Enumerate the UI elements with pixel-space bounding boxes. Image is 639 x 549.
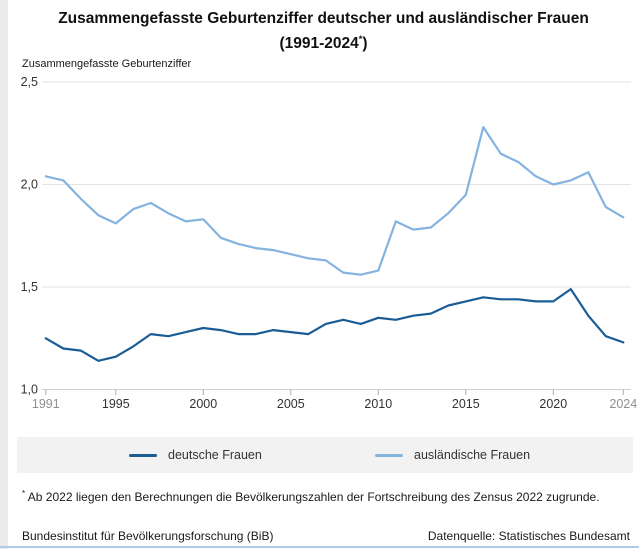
- legend-swatch-auslaendische-frauen: [375, 453, 403, 457]
- y-tick-label: 1,5: [21, 280, 38, 294]
- bottom-accent-line: [0, 546, 639, 548]
- footnote-text: Ab 2022 liegen den Berechnungen die Bevö…: [27, 490, 600, 504]
- x-tick-label: 2024: [609, 397, 637, 411]
- chart-title: Zusammengefasste Geburtenziffer deutsche…: [8, 8, 639, 54]
- chart-title-line1: Zusammengefasste Geburtenziffer deutsche…: [58, 10, 589, 27]
- legend-item-deutsche-frauen: deutsche Frauen: [129, 437, 262, 473]
- legend-item-auslaendische-frauen: ausländische Frauen: [375, 437, 530, 473]
- x-tick-label: 1991: [32, 397, 60, 411]
- legend: deutsche Frauen ausländische Frauen: [17, 437, 633, 473]
- y-tick-label: 2,5: [21, 75, 38, 89]
- legend-swatch-deutsche-frauen: [129, 453, 157, 457]
- footer: Bundesinstitut für Bevölkerungsforschung…: [22, 529, 630, 543]
- footnote-star: *: [22, 489, 26, 498]
- legend-label-deutsche-frauen: deutsche Frauen: [168, 448, 262, 462]
- footnote: * Ab 2022 liegen den Berechnungen die Be…: [22, 489, 600, 504]
- x-tick-label: 2015: [452, 397, 480, 411]
- series-line-ausländische-frauen: [44, 125, 625, 276]
- series-line-deutsche-frauen: [44, 288, 625, 362]
- chart-title-line2: (1991-2024*): [279, 34, 368, 53]
- x-tick-label: 2020: [539, 397, 567, 411]
- y-tick-label: 1,0: [21, 383, 38, 397]
- footer-source-institute: Bundesinstitut für Bevölkerungsforschung…: [22, 529, 274, 543]
- x-tick-label: 2005: [277, 397, 305, 411]
- y-axis-unit-label: Zusammengefasste Geburtenziffer: [22, 58, 192, 70]
- left-edge-strip: [0, 0, 8, 549]
- x-tick-label: 2010: [364, 397, 392, 411]
- title-footnote-marker: *: [358, 34, 363, 44]
- y-tick-label: 2,0: [21, 178, 38, 192]
- x-tick-label: 2000: [189, 397, 217, 411]
- footer-data-source: Datenquelle: Statistisches Bundesamt: [427, 529, 630, 543]
- legend-label-auslaendische-frauen: ausländische Frauen: [414, 448, 531, 462]
- x-tick-label: 1995: [102, 397, 130, 411]
